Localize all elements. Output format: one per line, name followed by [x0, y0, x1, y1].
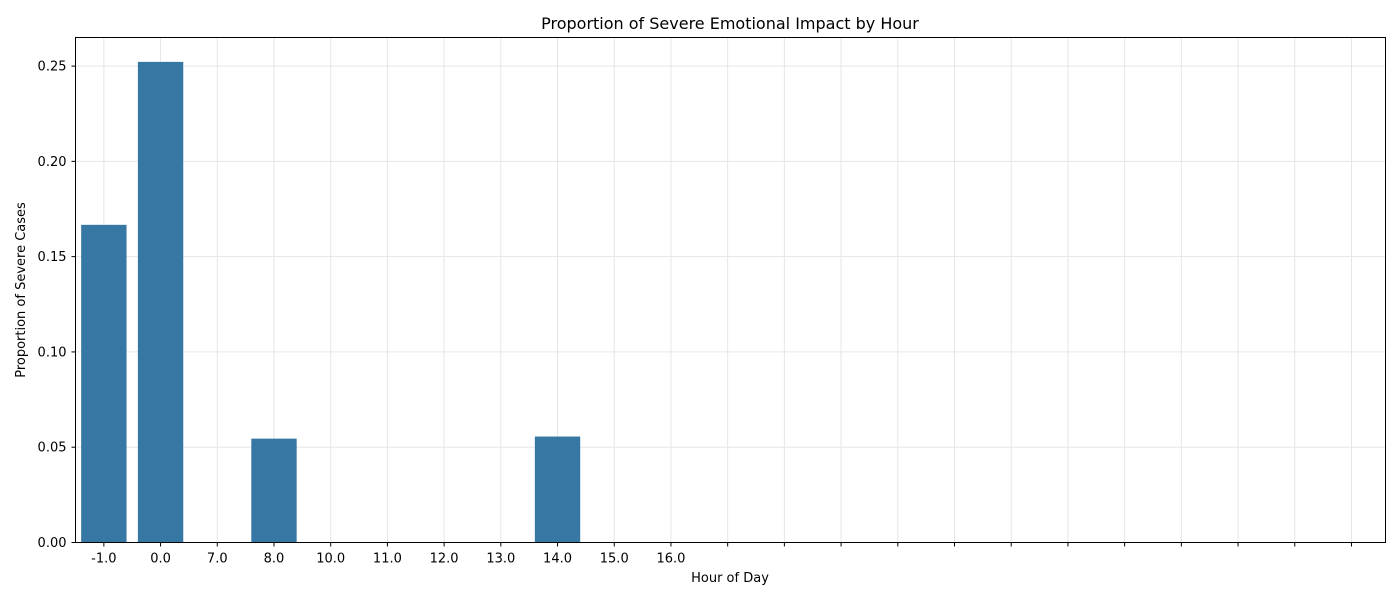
- x-tick-label: 13.0: [486, 552, 515, 567]
- x-tick-label: -1.0: [91, 552, 116, 567]
- grid-layer: [75, 37, 1386, 543]
- x-tick-label: 15.0: [600, 552, 629, 567]
- bar: [137, 61, 184, 543]
- y-tick-label: 0.15: [38, 250, 67, 265]
- chart-title: Proportion of Severe Emotional Impact by…: [541, 14, 919, 33]
- bar: [251, 438, 297, 543]
- x-tick-label: 16.0: [656, 552, 685, 567]
- bar-layer: [81, 61, 581, 543]
- y-tick-label: 0.10: [38, 345, 67, 360]
- x-tick-label: 12.0: [430, 552, 459, 567]
- y-axis-label: Proportion of Severe Cases: [14, 202, 29, 378]
- y-tick-label: 0.25: [38, 60, 67, 75]
- y-tick-label: 0.05: [38, 441, 67, 456]
- x-tick-label: 8.0: [264, 552, 285, 567]
- y-axis-ticks: 0.00 0.05 0.10 0.15 0.20 0.25: [38, 60, 76, 551]
- x-axis-label: Hour of Day: [691, 571, 769, 586]
- y-tick-label: 0.00: [38, 536, 67, 551]
- x-tick-label: 0.0: [150, 552, 171, 567]
- bar: [81, 224, 127, 543]
- x-tick-label: 10.0: [316, 552, 345, 567]
- y-tick-label: 0.20: [38, 155, 67, 170]
- plot-frame: [75, 37, 1386, 543]
- x-tick-label: 14.0: [543, 552, 572, 567]
- x-tick-label: 7.0: [207, 552, 228, 567]
- bar: [534, 436, 581, 543]
- x-axis-ticks: -1.0 0.0 7.0 8.0 10.0 11.0 12.0 13.0 14.0 15.0 16.…: [91, 542, 1352, 567]
- x-tick-label: 11.0: [373, 552, 402, 567]
